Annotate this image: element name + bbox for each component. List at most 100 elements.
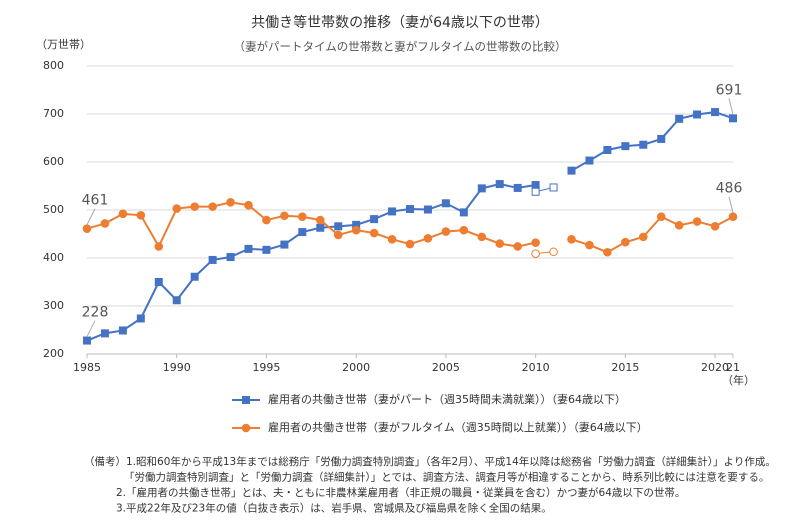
marker xyxy=(656,212,666,222)
marker xyxy=(603,247,612,257)
x-tick-label: 2005 xyxy=(432,361,460,374)
x-tick-label: 1995 xyxy=(252,361,280,374)
marker xyxy=(100,329,109,338)
marker xyxy=(333,230,343,240)
marker xyxy=(172,204,182,213)
marker xyxy=(280,211,289,221)
marker xyxy=(692,217,702,226)
marker xyxy=(262,215,271,225)
marker xyxy=(262,245,271,254)
marker xyxy=(154,278,163,286)
legend-label: 雇用者の共働き世帯（妻がフルタイム（週35時間以上就業））（妻64歳以下） xyxy=(268,420,648,434)
legend-marker xyxy=(242,396,250,404)
marker xyxy=(244,200,253,210)
marker xyxy=(226,253,235,262)
marker xyxy=(477,232,487,242)
marker xyxy=(298,212,307,222)
marker xyxy=(315,215,325,225)
marker xyxy=(190,202,199,211)
marker xyxy=(118,209,128,219)
y-tick-label: 500 xyxy=(43,203,64,216)
data-label: 486 xyxy=(716,181,743,197)
x-tick-label: 21 xyxy=(726,361,740,374)
marker xyxy=(638,232,648,242)
x-tick-label: 1990 xyxy=(163,361,191,374)
marker xyxy=(495,180,504,189)
x-tick-label: 1985 xyxy=(73,361,101,374)
marker xyxy=(82,224,92,234)
y-tick-label: 200 xyxy=(43,347,64,360)
data-label: 691 xyxy=(716,82,743,98)
marker xyxy=(118,326,127,335)
marker xyxy=(208,202,217,211)
marker xyxy=(639,140,648,149)
y-tick-label: 600 xyxy=(43,155,64,168)
leader-line xyxy=(728,98,734,115)
marker xyxy=(83,336,91,345)
marker xyxy=(728,212,738,222)
y-unit: （万世帯） xyxy=(36,38,91,51)
marker xyxy=(423,205,432,214)
marker xyxy=(172,296,181,305)
note: 「労働力調査特別調査」と「労働力調査（詳細集計）」とでは、調査方法、調査月等が相… xyxy=(124,471,769,484)
x-unit: （年） xyxy=(722,373,755,387)
marker xyxy=(549,183,558,192)
marker xyxy=(621,142,630,151)
marker xyxy=(280,240,289,249)
x-tick-label: 2015 xyxy=(611,361,639,374)
marker xyxy=(567,166,576,175)
marker xyxy=(513,183,522,192)
marker xyxy=(621,237,630,247)
marker xyxy=(190,272,199,281)
leader-line xyxy=(86,208,96,225)
marker xyxy=(441,199,450,208)
marker xyxy=(459,208,468,217)
note: 3.平成22年及び23年の値（白抜き表示）は、岩手県、宮城県及び福島県を除く全国… xyxy=(116,502,552,515)
marker xyxy=(729,114,737,123)
leader-line xyxy=(86,320,96,337)
x-tick-label: 2010 xyxy=(522,361,550,374)
marker xyxy=(370,215,379,224)
note: 2.「雇用者の共働き世帯」とは、夫・ともに非農林業雇用者（非正規の職員・従業員を… xyxy=(116,486,685,499)
chart-subtitle: （妻がパートタイムの世帯数と妻がフルタイムの世帯数の比較） xyxy=(233,40,566,54)
marker xyxy=(693,110,702,119)
marker xyxy=(226,198,235,207)
marker xyxy=(388,207,397,216)
marker xyxy=(585,156,594,165)
data-label: 461 xyxy=(82,193,109,209)
marker xyxy=(459,225,469,235)
marker xyxy=(208,255,217,264)
legend-label: 雇用者の共働き世帯（妻がパート（週35時間未満就業））（妻64歳以下） xyxy=(268,392,626,406)
data-label: 228 xyxy=(82,305,109,321)
leader-line xyxy=(728,196,734,213)
marker xyxy=(531,249,540,258)
marker xyxy=(531,181,540,190)
marker xyxy=(136,210,146,220)
marker xyxy=(495,239,505,248)
marker xyxy=(674,221,684,230)
marker xyxy=(154,242,164,251)
marker xyxy=(441,227,451,236)
y-tick-label: 700 xyxy=(43,107,64,120)
marker xyxy=(603,146,612,154)
marker xyxy=(513,242,522,251)
marker xyxy=(298,228,307,237)
y-tick-label: 400 xyxy=(43,251,64,264)
marker xyxy=(423,234,433,243)
marker xyxy=(477,184,486,193)
note: （備考）1.昭和60年から平成13年までは総務庁「労働力調査特別調査」（各年2月… xyxy=(84,455,776,468)
marker xyxy=(549,247,558,257)
marker xyxy=(675,114,684,123)
marker xyxy=(244,244,253,253)
marker xyxy=(711,108,720,117)
marker xyxy=(100,219,110,228)
chart-title: 共働き等世帯数の推移（妻が64歳以下の世帯） xyxy=(251,14,549,31)
legend-marker xyxy=(241,423,251,433)
marker xyxy=(567,234,576,244)
marker xyxy=(369,228,379,238)
marker xyxy=(334,222,343,231)
marker xyxy=(710,222,720,231)
marker xyxy=(406,205,414,214)
marker xyxy=(531,187,540,196)
